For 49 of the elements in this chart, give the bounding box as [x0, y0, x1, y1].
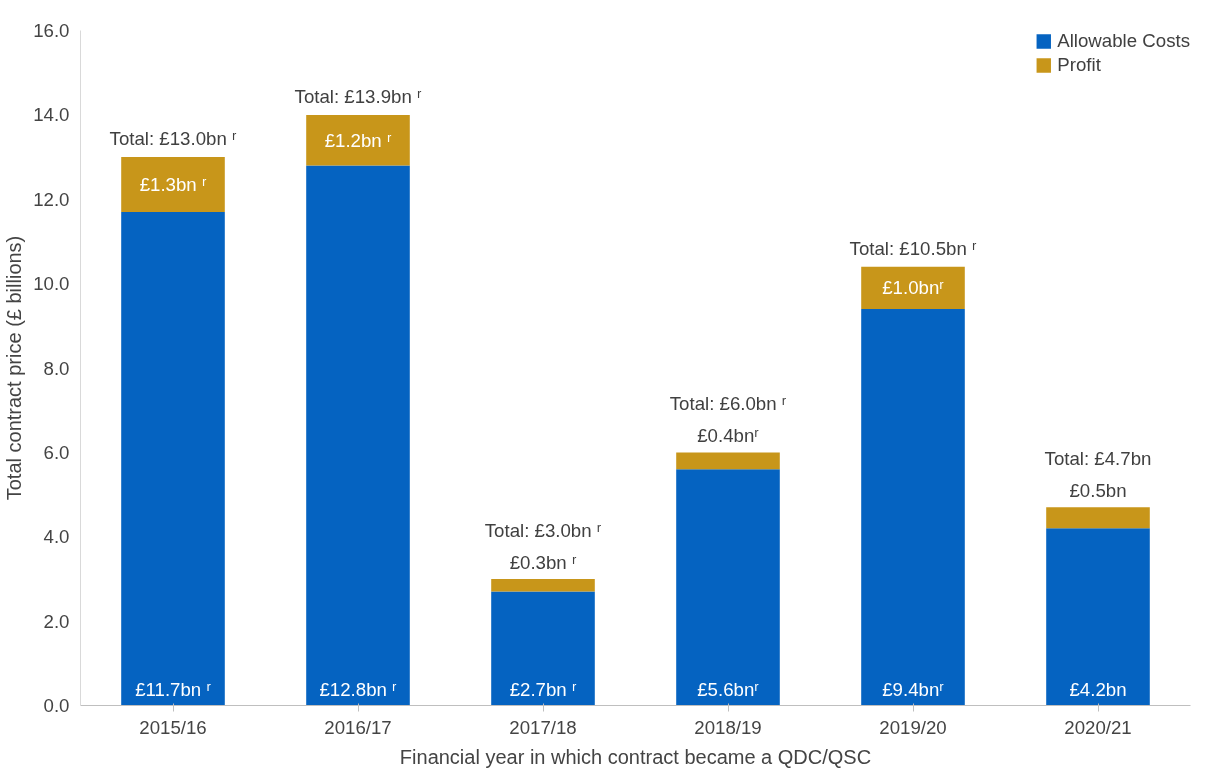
- total-label: Total: £13.9bn ʳ: [294, 85, 422, 107]
- y-tick-label: 14.0: [33, 104, 70, 126]
- data-label: £1.2bn ʳ: [324, 129, 392, 151]
- total-label: Total: £10.5bn ʳ: [849, 237, 977, 259]
- bar: [121, 157, 225, 212]
- data-label: £1.0bnʳ: [882, 277, 945, 299]
- x-tick-label: 2017/18: [509, 716, 577, 738]
- bar: [306, 114, 410, 166]
- bar: [1046, 528, 1150, 706]
- data-label: £12.8bn ʳ: [319, 678, 398, 700]
- total-label: Total: £6.0bn ʳ: [669, 393, 787, 415]
- bar: [306, 165, 410, 706]
- data-label: £0.4bnʳ: [697, 425, 760, 447]
- bar: [1046, 507, 1150, 529]
- y-tick-label: 4.0: [43, 526, 70, 548]
- y-tick-label: 12.0: [33, 188, 70, 210]
- data-label: £0.5bn: [1069, 480, 1127, 502]
- data-label: £4.2bn: [1069, 678, 1127, 700]
- y-tick-label: 10.0: [33, 273, 70, 295]
- legend-label: Profit: [1057, 54, 1101, 76]
- bar: [121, 211, 225, 706]
- data-label: £11.7bn ʳ: [135, 678, 212, 700]
- data-label: £1.3bn ʳ: [139, 173, 207, 195]
- y-axis-title: Total contract price (£ billions): [3, 235, 26, 501]
- data-label: £0.3bn ʳ: [509, 551, 577, 573]
- bar: [676, 452, 780, 470]
- y-tick-label: 6.0: [43, 441, 70, 463]
- bar: [861, 266, 965, 309]
- data-label: £5.6bnʳ: [697, 678, 760, 700]
- x-tick-label: 2018/19: [694, 716, 762, 738]
- y-tick-label: 8.0: [43, 357, 70, 379]
- bar: [861, 308, 965, 706]
- data-label: £9.4bnʳ: [882, 678, 945, 700]
- y-tick-label: 2.0: [43, 610, 70, 632]
- x-tick-label: 2015/16: [139, 716, 207, 738]
- total-label: Total: £13.0bn ʳ: [109, 128, 237, 150]
- bar: [491, 578, 595, 592]
- data-label: £2.7bn ʳ: [509, 678, 577, 700]
- legend-label: Allowable Costs: [1057, 30, 1190, 52]
- y-tick-label: 16.0: [33, 20, 70, 41]
- bar: [491, 591, 595, 706]
- x-tick-label: 2016/17: [324, 716, 392, 738]
- total-label: Total: £3.0bn ʳ: [484, 519, 602, 541]
- x-axis-title: Financial year in which contract became a QDC/QSC: [399, 745, 872, 768]
- x-tick-label: 2019/20: [879, 716, 947, 738]
- x-tick-label: 2020/21: [1064, 716, 1132, 738]
- total-label: Total: £4.7bn: [1044, 448, 1152, 470]
- y-tick-label: 0.0: [43, 695, 70, 716]
- bar: [676, 469, 780, 706]
